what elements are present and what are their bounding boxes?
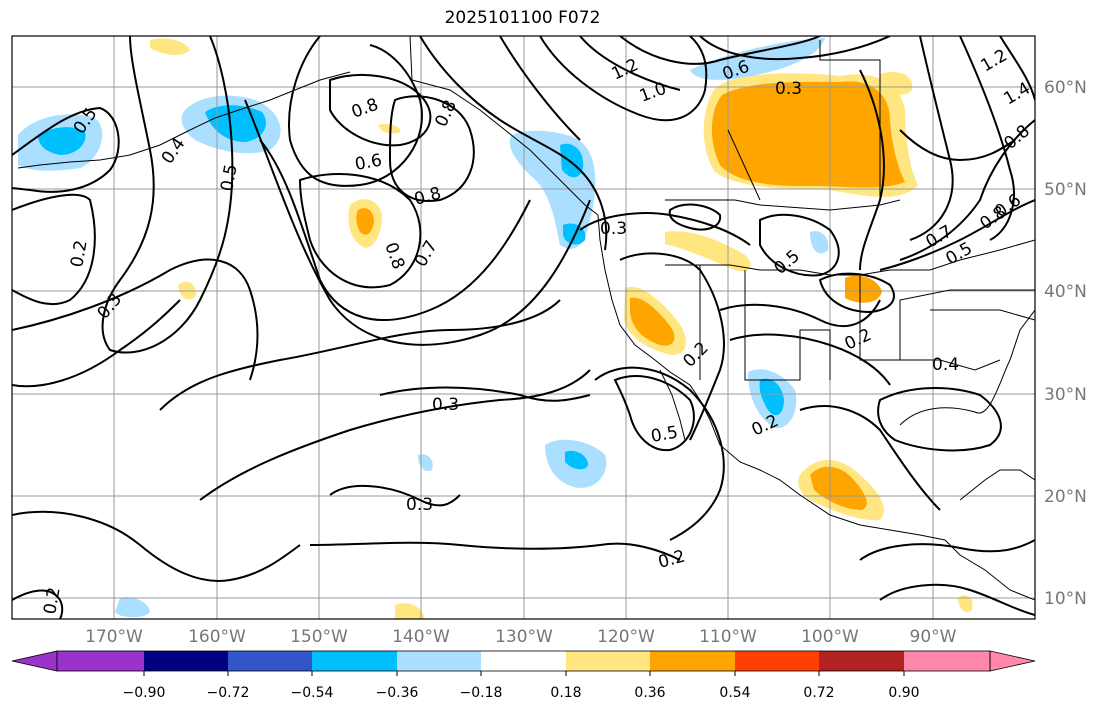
- lon-label: 140°W: [392, 627, 450, 647]
- contour-label: 0.3: [600, 219, 627, 239]
- shade-hudson-yellow: [880, 71, 913, 95]
- latitude-labels: 60°N 50°N 40°N 30°N 20°N 10°N: [1044, 78, 1087, 609]
- colorbar-tick-label: −0.18: [460, 685, 503, 701]
- shade-goa-orange: [356, 208, 374, 235]
- shaded-anomalies: [18, 38, 973, 619]
- lat-label: 40°N: [1044, 282, 1087, 302]
- lat-label: 30°N: [1044, 385, 1087, 405]
- shade-sw-orange: [630, 297, 675, 346]
- lon-label: 90°W: [910, 627, 957, 647]
- colorbar-cell: [481, 651, 566, 671]
- shade-pac-blue3: [418, 454, 433, 472]
- contour-label: 0.2: [67, 239, 91, 269]
- lon-label: 170°W: [85, 627, 143, 647]
- shade-bc-blue: [560, 143, 584, 178]
- lon-label: 100°W: [801, 627, 859, 647]
- contour-label: 0.2: [40, 586, 64, 616]
- shade-pac-yellow1: [178, 281, 196, 300]
- contour-label: 0.6: [353, 151, 383, 175]
- colorbar-cell: [566, 651, 650, 671]
- colorbar-outline: [56, 650, 991, 672]
- colorbar-cell: [735, 651, 819, 671]
- colorbar-tick-label: −0.72: [207, 685, 250, 701]
- colorbar-tick-label: 0.72: [803, 685, 834, 701]
- colorbar-tick-label: 0.54: [719, 685, 750, 701]
- map-title: 2025101100 F072: [444, 8, 601, 28]
- shade-pac-blue2: [115, 597, 150, 618]
- colorbar-cell: [228, 651, 312, 671]
- lon-label: 110°W: [699, 627, 757, 647]
- contour-label: 0.3: [432, 395, 459, 415]
- shade-pac-blue: [565, 450, 588, 470]
- map-frame: [11, 35, 1036, 620]
- colorbar-tick-label: 0.18: [550, 685, 581, 701]
- contour-label: 0.3: [406, 495, 433, 515]
- shade-plains-blue: [810, 231, 829, 254]
- shade-se-orange: [845, 275, 882, 303]
- contour-label: 0.5: [217, 163, 241, 193]
- shade-top-yellow: [150, 38, 190, 56]
- colorbar-cell: [819, 651, 904, 671]
- lat-label: 20°N: [1044, 487, 1087, 507]
- lon-label: 150°W: [290, 627, 348, 647]
- shade-pac-yellow2: [395, 603, 425, 619]
- lon-label: 120°W: [597, 627, 655, 647]
- colorbar-tick-label: −0.36: [376, 685, 419, 701]
- lat-label: 50°N: [1044, 180, 1087, 200]
- longitude-labels: 170°W 160°W 150°W 140°W 130°W 120°W 110°…: [85, 627, 957, 647]
- shade-basin-yellow: [665, 231, 751, 272]
- shade-carib-yellow: [958, 595, 973, 612]
- contour-lines: [12, 36, 1035, 619]
- colorbar-cell: [312, 651, 397, 671]
- lat-label: 10°N: [1044, 589, 1087, 609]
- shade-mexico-orange: [810, 466, 867, 510]
- colorbar-cell: [904, 651, 990, 671]
- colorbar-tick-label: 0.36: [634, 685, 665, 701]
- colorbar-extend-min: [11, 650, 58, 672]
- lon-label: 160°W: [188, 627, 246, 647]
- colorbar-tick-label: −0.90: [123, 685, 166, 701]
- colorbar: −0.90 −0.72 −0.54 −0.36 −0.18 0.18 0.36 …: [11, 650, 1036, 701]
- colorbar-cell: [144, 651, 228, 671]
- contour-label: 0.4: [932, 355, 959, 375]
- shade-mex-blue: [759, 378, 784, 416]
- lon-label: 130°W: [495, 627, 553, 647]
- shade-canada-orange: [711, 81, 905, 188]
- colorbar-tick-label: −0.54: [291, 685, 334, 701]
- contour-label: 0.5: [649, 423, 679, 447]
- shade-goa-yellow2: [378, 123, 401, 134]
- colorbar-extend-max: [989, 650, 1036, 672]
- shade-bering-blue: [38, 127, 86, 155]
- colorbar-cell: [397, 651, 481, 671]
- contour-label: 0.3: [775, 79, 802, 99]
- colorbar-tick-label: 0.90: [888, 685, 919, 701]
- lat-label: 60°N: [1044, 78, 1087, 98]
- colorbar-cell: [57, 651, 144, 671]
- colorbar-cell: [650, 651, 735, 671]
